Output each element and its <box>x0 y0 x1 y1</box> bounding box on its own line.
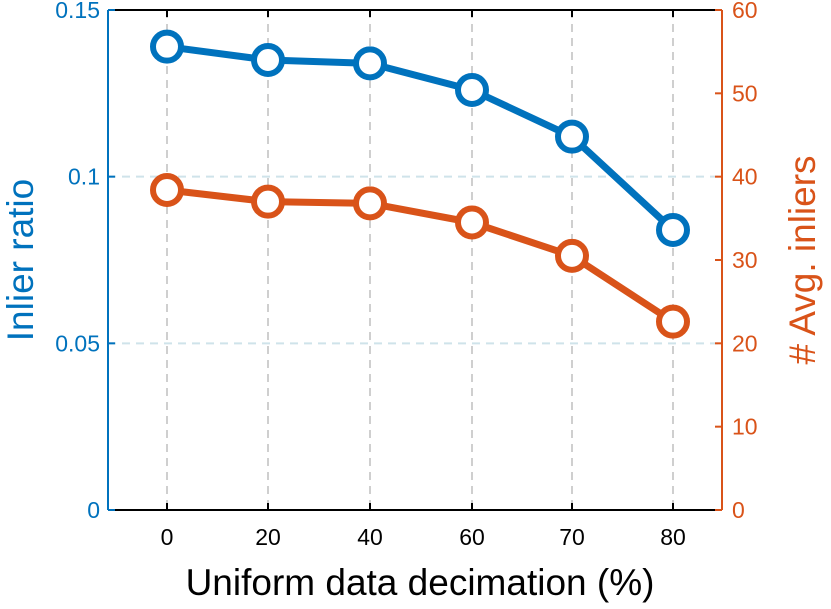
series-2-point <box>150 173 184 207</box>
series-1-point <box>150 29 184 64</box>
y-right-tick-label: 50 <box>732 80 758 106</box>
series-2-point <box>251 184 285 219</box>
y-left-tick-label: 0.1 <box>68 164 100 190</box>
y-right-tick-label: 0 <box>732 497 745 523</box>
series-1-point <box>251 43 285 77</box>
series-1-point <box>353 46 387 81</box>
series-2-point <box>656 304 690 339</box>
x-tick-label: 40 <box>357 524 383 550</box>
series-layer <box>150 29 690 339</box>
y-right-tick-label: 30 <box>732 247 758 273</box>
x-axis-label: Uniform data decimation (%) <box>186 562 655 603</box>
y-left-axis-label: Inlier ratio <box>0 179 41 341</box>
x-tick-label: 0 <box>161 524 174 550</box>
x-tick-label: 60 <box>459 524 485 550</box>
axes: 0 20 40 60 70 80 0 0.05 0.1 0.15 0 10 20 30 40 50 60 <box>55 0 757 550</box>
y-left-tick-label: 0.15 <box>55 0 100 23</box>
y-left-tick-label: 0 <box>87 497 100 523</box>
y-right-axis-label: # Avg. inliers <box>782 155 823 364</box>
series-1-point <box>555 119 589 154</box>
x-tick-label: 70 <box>559 524 585 550</box>
series-1-point <box>656 213 690 247</box>
y-right-tick-label: 40 <box>732 164 758 190</box>
series-2-point <box>455 205 489 240</box>
x-tick-label: 80 <box>660 524 686 550</box>
series-2-point <box>555 238 589 273</box>
series-2-point <box>353 186 387 221</box>
y-right-tick-label: 60 <box>732 0 758 23</box>
y-right-tick-label: 10 <box>732 414 758 440</box>
y-right-tick-label: 20 <box>732 330 758 356</box>
series-1-point <box>455 73 489 107</box>
x-tick-label: 20 <box>255 524 281 550</box>
y-left-tick-label: 0.05 <box>55 330 100 356</box>
